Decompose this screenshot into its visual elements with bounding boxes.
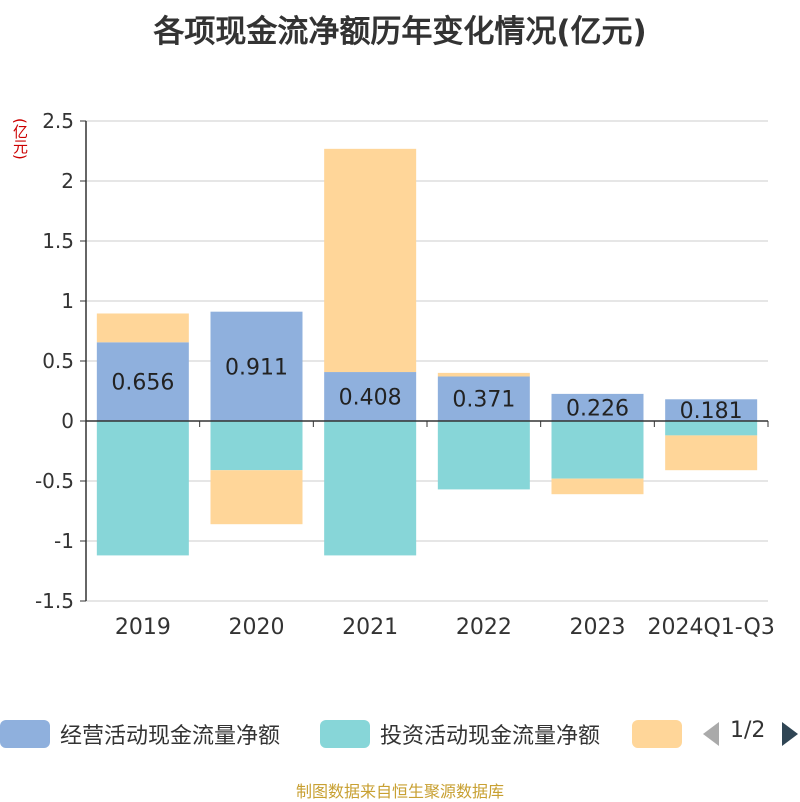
y-tick-label: -1.5: [35, 589, 74, 613]
bar-operating-2020: [210, 311, 303, 421]
y-tick-label: -0.5: [35, 469, 74, 493]
x-tick-label: 2023: [570, 615, 626, 640]
data-labels: 0.656 0.911 0.408 0.371 0.226 0.181: [111, 355, 742, 424]
y-tick-label: 0: [61, 409, 74, 433]
y-tick-label: 0.5: [42, 349, 74, 373]
y-axis-unit-label: (亿元): [11, 118, 29, 160]
x-tick-label: 2024Q1-Q3: [647, 615, 774, 640]
legend: 经营活动现金流量净额 投资活动现金流量净额 1/2: [0, 712, 800, 756]
bar-operating-2021: [324, 372, 417, 421]
bar-investing-2021: [324, 421, 417, 556]
bar-third-2022: [437, 372, 530, 377]
x-tick-label: 2021: [342, 615, 398, 640]
y-tick-label: 2: [61, 169, 74, 193]
bar-investing-2020: [210, 421, 303, 471]
y-tick-label: -1: [54, 529, 74, 553]
bar-investing-2022: [437, 421, 530, 490]
data-label: 0.371: [452, 388, 515, 413]
bar-third-2021: [324, 148, 417, 373]
bar-operating-2024Q1-Q3: [665, 399, 758, 421]
legend-swatch-investing: [320, 720, 370, 748]
bar-third-2019: [96, 313, 189, 343]
data-label: 0.911: [225, 355, 288, 380]
bar-third-2024Q1-Q3: [665, 435, 758, 471]
source-note: 制图数据来自恒生聚源数据库: [295, 782, 504, 801]
bar-operating-2023: [551, 393, 644, 421]
legend-page-indicator: 1/2: [730, 718, 766, 743]
chart-plot: 2.5 2 1.5 1 0.5 0 -0.5 -1 -1.5 2019 2020 2021 2022 20…: [35, 109, 775, 640]
gridlines: [86, 120, 768, 602]
bar-operating-2019: [96, 342, 189, 421]
bar-investing-2023: [551, 421, 644, 479]
data-label: 0.408: [339, 386, 402, 411]
data-label: 0.226: [566, 396, 629, 421]
legend-label-investing: 投资活动现金流量净额: [380, 724, 601, 749]
bar-investing-2024Q1-Q3: [665, 421, 758, 436]
legend-item-investing[interactable]: 投资活动现金流量净额: [320, 712, 600, 756]
x-tick-label: 2020: [229, 615, 285, 640]
bar-third-2023: [551, 478, 644, 495]
legend-item-operating[interactable]: 经营活动现金流量净额: [0, 712, 280, 756]
x-tick-label: 2022: [456, 615, 512, 640]
data-label: 0.656: [111, 371, 174, 396]
chart-title: 各项现金流净额历年变化情况(亿元): [153, 14, 647, 50]
bar-operating-2022: [437, 376, 530, 421]
bar-investing-2019: [96, 421, 189, 556]
x-tick-label: 2019: [115, 615, 171, 640]
legend-item-third[interactable]: [632, 712, 682, 756]
axes: 2.5 2 1.5 1 0.5 0 -0.5 -1 -1.5 2019 2020 2021 2022 20…: [35, 109, 775, 640]
legend-prev-page-icon[interactable]: [703, 722, 719, 746]
y-tick-label: 1.5: [42, 229, 74, 253]
legend-next-page-icon[interactable]: [782, 722, 798, 746]
legend-label-operating: 经营活动现金流量净额: [60, 724, 281, 749]
y-tick-label: 2.5: [42, 109, 74, 133]
legend-swatch-operating: [0, 720, 50, 748]
data-label: 0.181: [680, 399, 743, 424]
y-tick-label: 1: [61, 289, 74, 313]
bar-third-2020: [210, 470, 303, 525]
legend-swatch-third: [632, 720, 682, 748]
bars: [96, 148, 758, 556]
